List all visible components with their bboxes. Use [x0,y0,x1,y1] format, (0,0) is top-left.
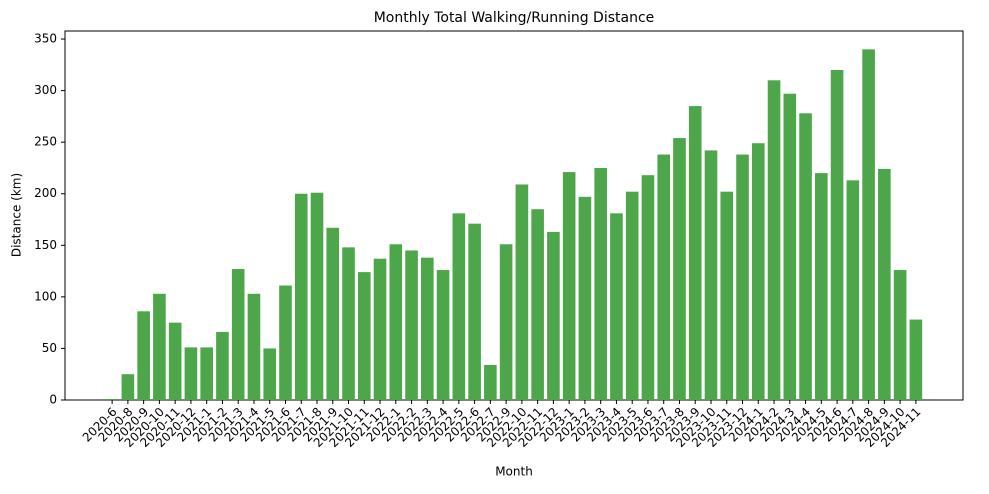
y-axis-label: Distance (km) [10,173,24,257]
bar [704,150,718,400]
bar [342,247,355,400]
bar [767,80,781,400]
bar [105,398,119,400]
bar [562,172,576,400]
bar [673,138,686,400]
bar [263,348,277,400]
bar [531,209,544,400]
chart-title: Monthly Total Walking/Running Distance [374,10,655,26]
y-tick-label: 250 [34,135,57,149]
bar [373,258,387,400]
bar [515,184,529,400]
bar [893,270,907,400]
bar [815,173,828,400]
bar [468,223,481,400]
bar [389,244,403,400]
bar [279,285,292,400]
bar [310,192,324,400]
bar [783,93,797,400]
y-tick-label: 0 [49,393,57,407]
bar [594,167,607,400]
bar [499,244,513,400]
bar [484,364,497,400]
bar [294,193,308,400]
y-tick-label: 100 [34,289,57,303]
bar [547,231,560,400]
bar [720,191,734,400]
bar [247,293,261,400]
bar [751,143,765,401]
bar [625,191,639,400]
bar [421,257,434,400]
bar [830,69,844,401]
y-tick-label: 200 [34,186,57,200]
bar [168,322,182,400]
bar [452,213,466,400]
bar [153,293,166,400]
y-tick-label: 50 [42,341,57,355]
bar [405,250,418,400]
bar [862,49,875,401]
bar [231,269,245,400]
bar [641,175,655,400]
bar [357,272,371,400]
plot-frame [64,30,964,401]
bar [200,347,213,400]
bar [688,106,702,401]
bar [799,113,812,400]
bar [121,374,135,400]
bar [657,154,671,400]
bar [846,180,860,400]
bar [184,347,198,400]
bar [326,227,340,400]
y-tick-label: 350 [34,32,57,46]
y-tick-label: 150 [34,238,57,252]
y-tick-label: 300 [34,83,57,97]
bar [436,270,450,400]
bar [878,168,891,400]
bar [610,213,623,400]
bar [137,311,150,400]
bar [909,319,923,400]
bar [736,154,749,400]
x-axis-label: Month [495,465,533,479]
bar [216,331,229,400]
bar [578,196,592,400]
